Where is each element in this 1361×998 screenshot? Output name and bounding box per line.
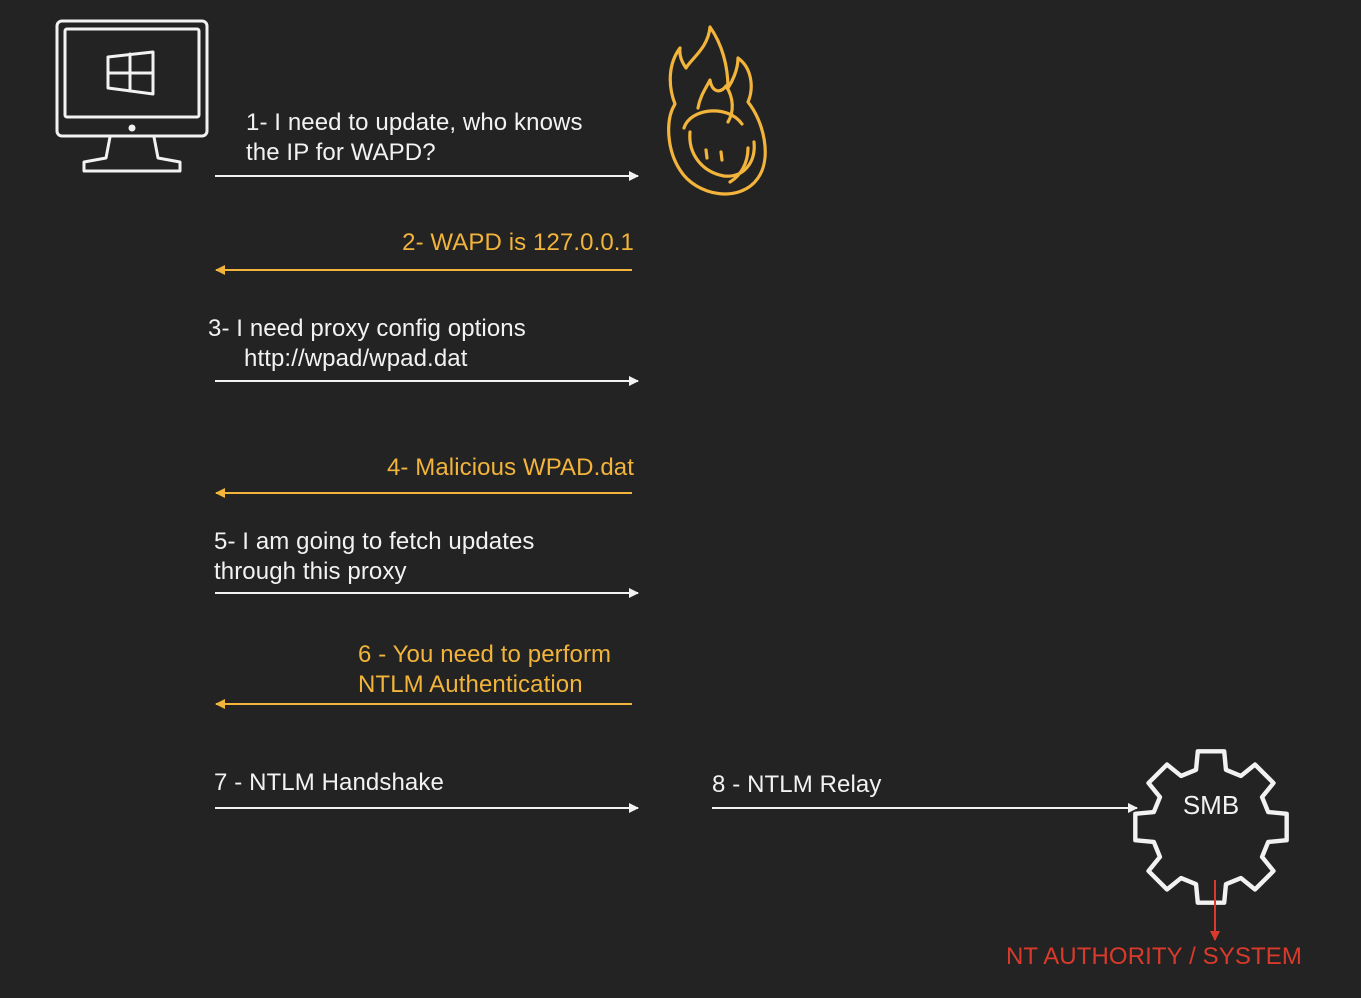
windows-logo-icon [106,50,155,96]
step-6-label: 6 - You need to perform NTLM Authenticat… [358,641,612,698]
result-label: NT AUTHORITY / SYSTEM [1006,943,1302,970]
step-7-label: 7 - NTLM Handshake [214,769,444,796]
step-1-label: 1- I need to update, who knows the IP fo… [246,109,583,166]
step-2-label: 2- WAPD is 127.0.0.1 [402,229,634,256]
step-4-label: 4- Malicious WPAD.dat [386,454,634,481]
windows-computer-icon [55,19,209,173]
step-5-label: 5- I am going to fetch updates through t… [214,528,535,585]
fire-icon [667,25,767,196]
step-8-label: 8 - NTLM Relay [712,771,882,798]
step-3-label: 3- I need proxy config options http://wp… [208,315,526,372]
smb-label: SMB [1183,790,1239,820]
gear-icon [1133,749,1289,905]
